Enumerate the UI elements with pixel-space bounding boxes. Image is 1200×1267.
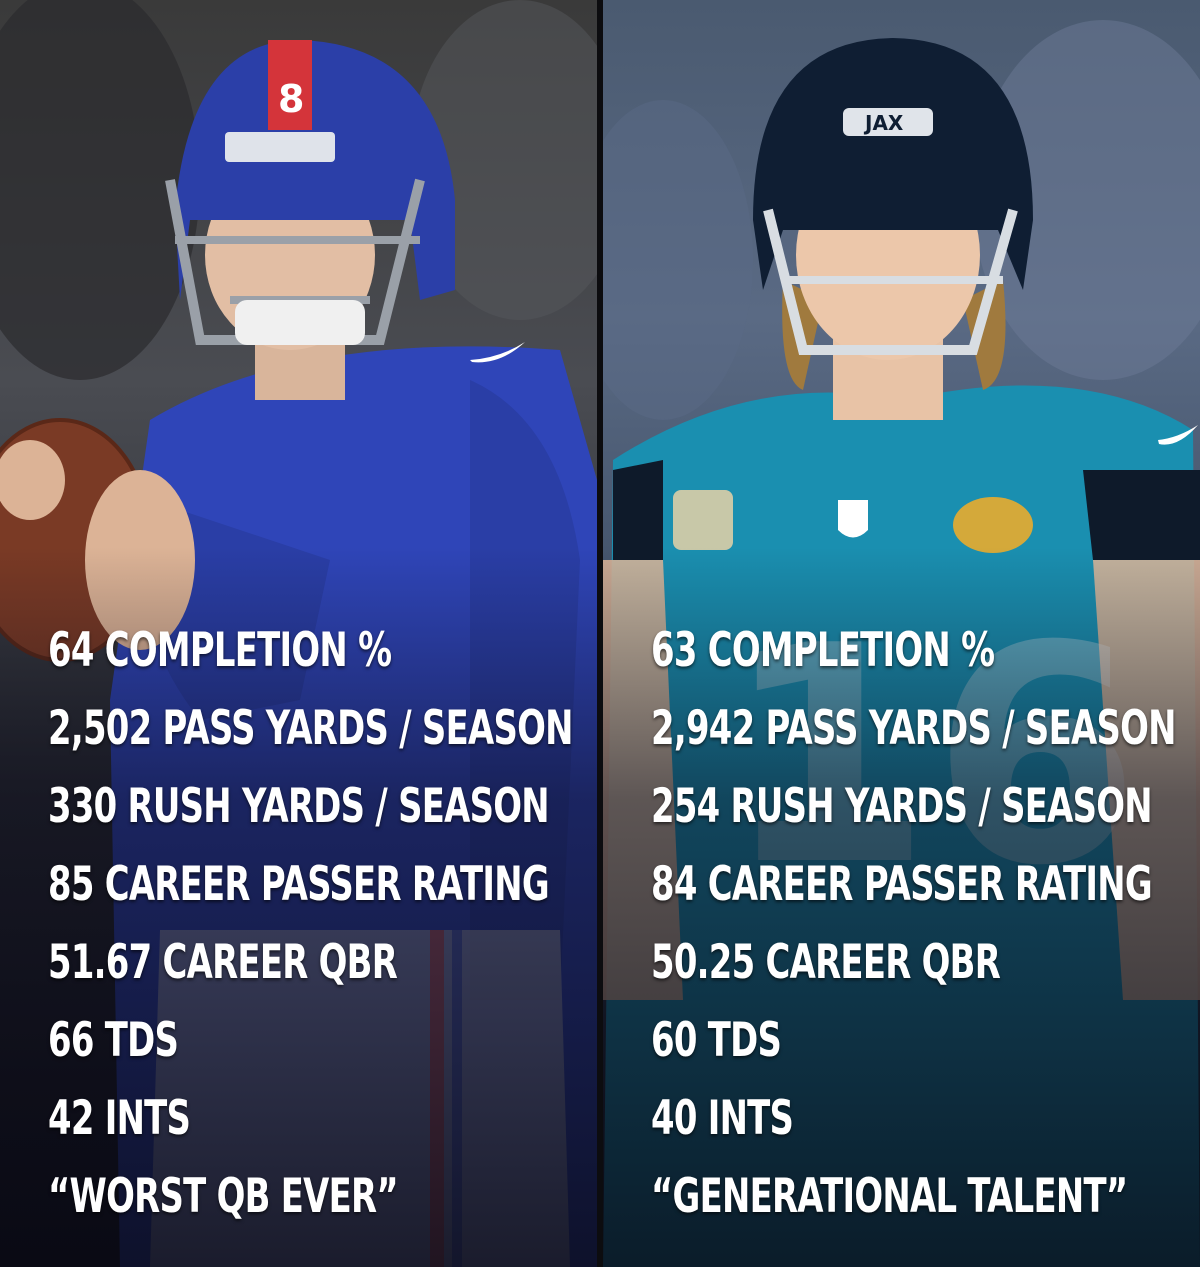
left-stats-list: 64 COMPLETION % 2,502 PASS YARDS / SEASO… bbox=[48, 612, 597, 1236]
bottom-shade bbox=[0, 547, 597, 1267]
panel-divider bbox=[597, 0, 603, 1267]
left-player-panel: 8 64 COMPLETION % 2,502 PASS YARDS / SEA… bbox=[0, 0, 597, 1267]
stat-line: 60 TDS bbox=[651, 1013, 782, 1068]
stat-line: 42 INTS bbox=[48, 1091, 191, 1146]
stat-line: 64 COMPLETION % bbox=[48, 623, 392, 678]
stat-line: 2,942 PASS YARDS / SEASON bbox=[651, 701, 1176, 756]
stat-line: 330 RUSH YARDS / SEASON bbox=[48, 779, 550, 834]
stat-line: 85 CAREER PASSER RATING bbox=[48, 857, 550, 912]
helmet-label: JAX bbox=[863, 111, 904, 135]
stat-line: 50.25 CAREER QBR bbox=[651, 935, 1001, 990]
stat-line: 84 CAREER PASSER RATING bbox=[651, 857, 1153, 912]
stat-line: 254 RUSH YARDS / SEASON bbox=[651, 779, 1153, 834]
stat-line: 51.67 CAREER QBR bbox=[48, 935, 398, 990]
right-player-panel: 16 JAX 63 COMPLETION % 2,94 bbox=[603, 0, 1200, 1267]
stat-line: “WORST QB EVER” bbox=[48, 1169, 399, 1224]
bottom-shade bbox=[603, 547, 1200, 1267]
stat-line: 40 INTS bbox=[651, 1091, 794, 1146]
stat-line: 63 COMPLETION % bbox=[651, 623, 995, 678]
stat-line: 66 TDS bbox=[48, 1013, 179, 1068]
stat-line: “GENERATIONAL TALENT” bbox=[651, 1169, 1128, 1224]
right-stats-list: 63 COMPLETION % 2,942 PASS YARDS / SEASO… bbox=[651, 612, 1200, 1236]
helmet-number: 8 bbox=[278, 77, 304, 121]
stat-line: 2,502 PASS YARDS / SEASON bbox=[48, 701, 573, 756]
